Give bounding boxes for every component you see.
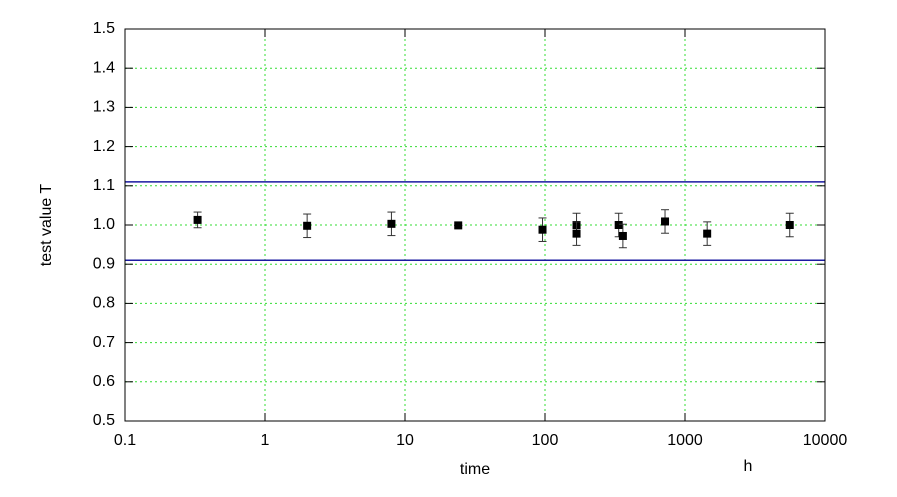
y-tick-label: 0.9 <box>93 255 115 272</box>
x-tick-label: 10 <box>396 432 414 449</box>
point <box>661 217 670 226</box>
x-axis-label: time <box>460 461 490 478</box>
y-tick-label: 1.5 <box>93 20 115 37</box>
y-axis-label: test value T <box>38 184 55 267</box>
plot-frame <box>124 28 826 422</box>
point <box>303 221 312 230</box>
x-tick-label: 0.1 <box>114 432 136 449</box>
y-tick-label: 1.1 <box>93 177 115 194</box>
point <box>785 221 794 229</box>
x-tick-label: 1000 <box>667 432 703 449</box>
point <box>618 231 627 240</box>
x-tick-label: 10000 <box>803 432 848 449</box>
point <box>387 219 396 228</box>
y-tick-label: 1.2 <box>93 138 115 155</box>
y-tick-label: 0.8 <box>93 295 115 312</box>
x-tick-label: 1 <box>261 432 270 449</box>
point <box>193 215 202 224</box>
point <box>538 225 547 234</box>
point <box>614 221 623 229</box>
point <box>572 229 581 238</box>
y-tick-label: 0.5 <box>93 412 115 429</box>
y-tick-label: 1.0 <box>93 216 115 233</box>
y-tick-label: 0.7 <box>93 334 115 351</box>
x-tick-label: 100 <box>532 432 559 449</box>
x-axis-unit: h <box>744 458 753 475</box>
point <box>454 221 463 230</box>
y-tick-label: 0.6 <box>93 373 115 390</box>
point <box>703 229 712 238</box>
y-tick-label: 1.3 <box>93 99 115 116</box>
y-tick-label: 1.4 <box>93 59 115 76</box>
